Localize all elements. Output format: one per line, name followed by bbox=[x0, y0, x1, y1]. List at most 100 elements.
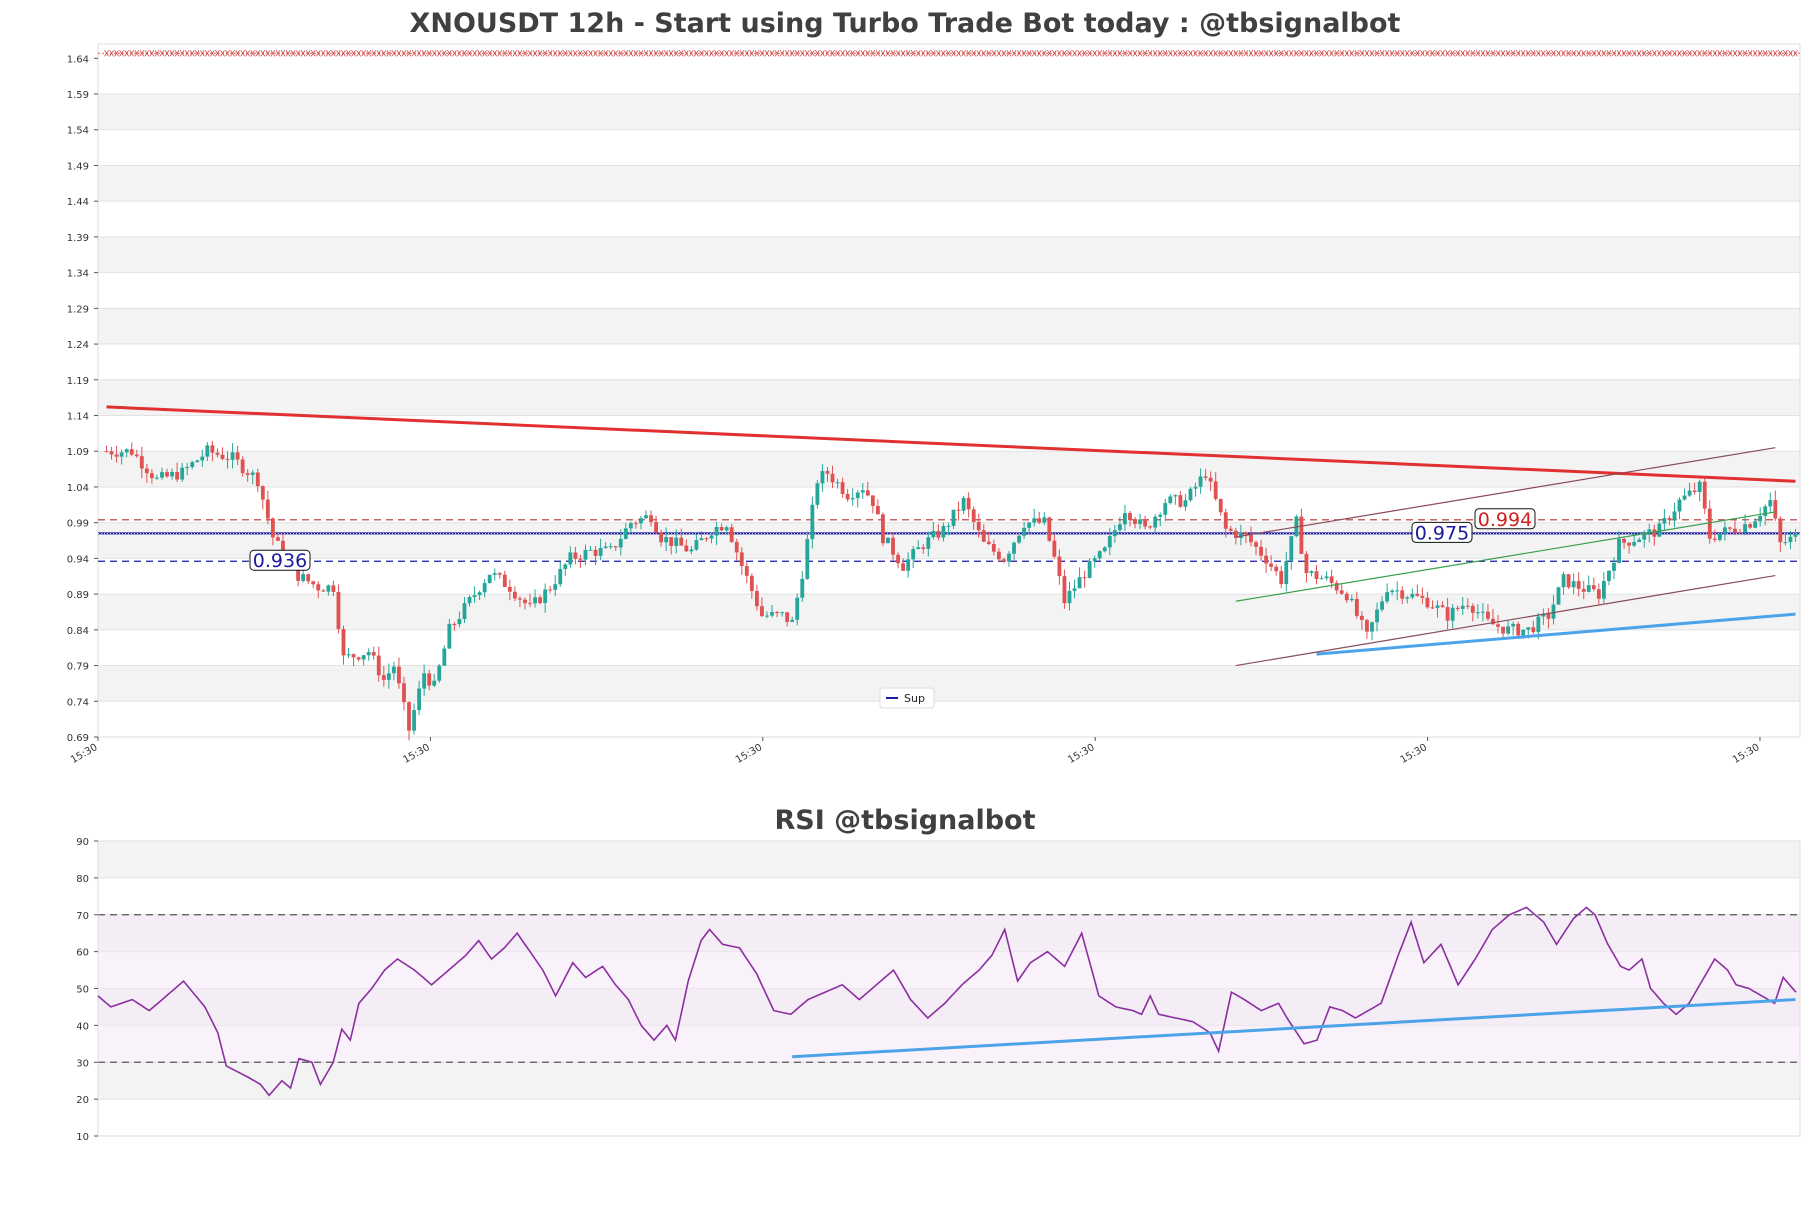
candle-body bbox=[1228, 528, 1233, 531]
candle-body bbox=[1405, 597, 1410, 599]
top-marker bbox=[1349, 50, 1355, 57]
top-marker bbox=[1783, 50, 1788, 57]
candle-body bbox=[235, 452, 240, 460]
candle-body bbox=[245, 473, 250, 475]
top-marker bbox=[1515, 50, 1521, 57]
top-marker bbox=[1455, 50, 1461, 57]
candle-body bbox=[1002, 559, 1006, 562]
top-marker bbox=[1485, 50, 1491, 57]
channel-line-mid bbox=[1235, 511, 1776, 602]
top-marker bbox=[653, 50, 659, 57]
price-y-tick-label: 1.49 bbox=[67, 161, 89, 172]
top-marker bbox=[1031, 50, 1037, 57]
top-marker bbox=[250, 50, 256, 57]
candle-body bbox=[1163, 503, 1168, 515]
top-marker bbox=[759, 50, 765, 57]
top-marker bbox=[910, 50, 916, 57]
level-label-text: 0.994 bbox=[1478, 509, 1532, 531]
candle-body bbox=[276, 537, 280, 541]
candle-body bbox=[795, 597, 800, 620]
level-label: 0.936 bbox=[249, 549, 311, 572]
top-marker bbox=[502, 50, 508, 57]
top-marker bbox=[875, 50, 881, 57]
top-marker bbox=[1233, 50, 1239, 57]
candle-body bbox=[1107, 536, 1112, 548]
top-marker bbox=[915, 50, 921, 57]
top-marker bbox=[1672, 50, 1677, 57]
top-marker bbox=[749, 50, 755, 57]
candle-body bbox=[976, 521, 981, 531]
top-marker bbox=[144, 50, 150, 57]
legend-box bbox=[879, 687, 935, 709]
top-marker bbox=[1041, 50, 1047, 57]
candle-body bbox=[1264, 555, 1269, 564]
top-marker bbox=[336, 50, 341, 57]
price-y-tick-label: 1.59 bbox=[67, 90, 89, 101]
price-y-tick-label: 0.89 bbox=[67, 590, 89, 601]
price-y-tick-label: 0.94 bbox=[67, 554, 89, 565]
candle-body bbox=[785, 612, 790, 622]
top-marker bbox=[522, 50, 528, 57]
level-label-text: 0.975 bbox=[1415, 522, 1469, 544]
top-marker bbox=[1183, 50, 1188, 57]
candle-body bbox=[230, 452, 235, 460]
top-marker bbox=[1152, 50, 1158, 57]
candle-body bbox=[1531, 627, 1536, 633]
price-y-tick-label: 0.69 bbox=[67, 733, 89, 744]
candle-body bbox=[134, 454, 139, 457]
top-marker bbox=[1319, 50, 1324, 57]
candle-body bbox=[689, 549, 694, 552]
top-marker bbox=[1173, 50, 1178, 57]
top-marker bbox=[789, 50, 795, 57]
top-marker bbox=[124, 50, 130, 57]
top-marker bbox=[850, 50, 856, 57]
candle-body bbox=[225, 458, 230, 460]
top-marker bbox=[532, 50, 538, 57]
top-marker bbox=[976, 50, 982, 57]
top-marker bbox=[1581, 50, 1587, 57]
top-marker bbox=[1460, 50, 1466, 57]
top-marker bbox=[1651, 50, 1657, 57]
candle-body bbox=[1536, 616, 1541, 633]
price-y-tick-label: 1.64 bbox=[67, 54, 89, 65]
candle-body bbox=[492, 573, 497, 575]
rsi-y-axis: 10 20 30 40 50 60 70 80 90 bbox=[76, 837, 98, 1143]
top-marker bbox=[1137, 50, 1143, 57]
top-marker bbox=[315, 50, 321, 57]
top-marker bbox=[860, 50, 866, 57]
candle-body bbox=[1233, 530, 1238, 539]
top-marker bbox=[658, 50, 664, 57]
top-marker bbox=[1772, 50, 1778, 57]
top-marker bbox=[492, 50, 498, 57]
candle-body bbox=[1047, 517, 1052, 541]
price-y-tick-label: 0.99 bbox=[67, 519, 89, 530]
top-marker bbox=[1687, 50, 1692, 57]
candle-body bbox=[1672, 511, 1677, 521]
top-marker bbox=[1601, 50, 1607, 57]
candle-body bbox=[1662, 518, 1667, 524]
top-marker bbox=[1092, 50, 1098, 57]
candle-body bbox=[452, 623, 457, 625]
candle-body bbox=[961, 497, 966, 511]
candle-body bbox=[603, 546, 608, 548]
candle-body bbox=[386, 673, 391, 680]
top-marker bbox=[608, 50, 614, 57]
candle-body bbox=[1112, 530, 1117, 537]
candle-body bbox=[749, 575, 754, 591]
price-grid-bands bbox=[98, 93, 1800, 738]
candle-body bbox=[1793, 533, 1798, 537]
price-band bbox=[98, 94, 1800, 130]
top-marker bbox=[326, 50, 331, 57]
top-marker bbox=[588, 50, 593, 57]
candle-body bbox=[301, 574, 306, 581]
candle-body bbox=[1743, 524, 1747, 533]
candle-body bbox=[1717, 533, 1722, 540]
top-marker bbox=[1258, 50, 1264, 57]
top-marker bbox=[396, 50, 402, 57]
top-marker bbox=[1167, 50, 1173, 57]
candle-body bbox=[558, 568, 563, 585]
top-marker bbox=[210, 50, 215, 57]
candle-body bbox=[870, 495, 875, 506]
top-marker bbox=[663, 50, 669, 57]
top-marker bbox=[1445, 50, 1450, 57]
